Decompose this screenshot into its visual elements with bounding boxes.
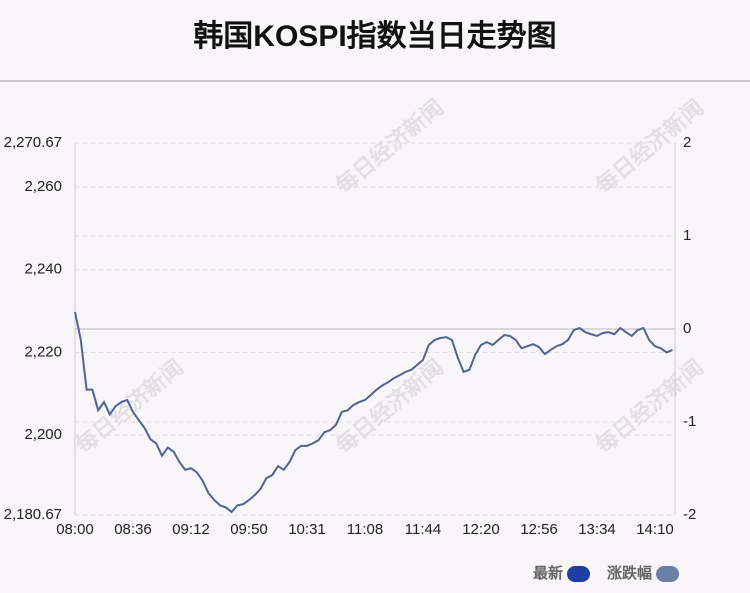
watermark: 每日经济新闻 <box>331 354 449 459</box>
x-tick-label: 09:50 <box>230 521 268 538</box>
legend-label: 涨跌幅 <box>607 564 652 582</box>
y-tick-label: 2,270.67 <box>4 134 62 151</box>
chart-title: 韩国KOSPI指数当日走势图 <box>193 20 556 53</box>
watermark: 每日经济新闻 <box>331 94 449 199</box>
x-tick-label: 12:20 <box>462 521 500 538</box>
y-tick-label: 2,240 <box>24 261 62 278</box>
legend-label: 最新 <box>533 564 563 582</box>
y2-tick-label: 0 <box>683 320 691 337</box>
x-tick-label: 10:31 <box>288 521 326 538</box>
x-tick-label: 09:12 <box>172 521 210 538</box>
y-tick-label: 2,180.67 <box>4 506 62 523</box>
y2-tick-label: -2 <box>683 506 696 523</box>
x-tick-label: 14:10 <box>636 521 674 538</box>
y2-tick-label: 1 <box>683 227 691 244</box>
y2-tick-label: 2 <box>683 134 691 151</box>
x-tick-label: 13:34 <box>578 521 616 538</box>
watermark: 每日经济新闻 <box>591 354 709 459</box>
x-tick-label: 12:56 <box>520 521 558 538</box>
x-tick-label: 08:00 <box>56 521 94 538</box>
y-tick-label: 2,220 <box>24 343 62 360</box>
x-tick-label: 11:08 <box>347 521 383 538</box>
y2-tick-label: -1 <box>683 413 696 430</box>
price-line <box>74 311 673 514</box>
x-tick-label: 08:36 <box>114 521 152 538</box>
x-tick-label: 11:44 <box>405 521 441 538</box>
legend-swatch <box>656 566 680 582</box>
watermarks: 每日经济新闻 每日经济新闻 每日经济新闻 每日经济新闻 每日经济新闻 <box>71 94 709 459</box>
legend-swatch <box>567 566 591 582</box>
y-tick-label: 2,200 <box>24 426 62 443</box>
y-tick-label: 2,260 <box>24 178 62 195</box>
